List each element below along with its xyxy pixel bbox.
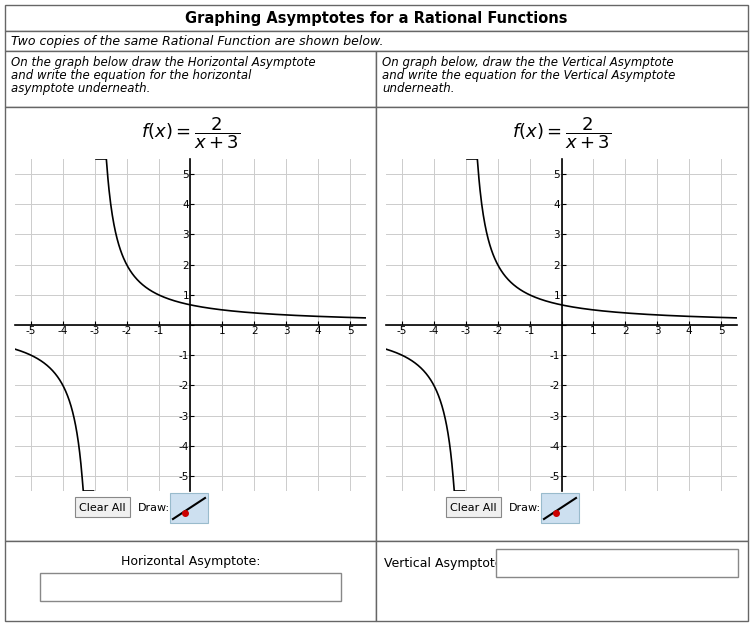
Text: Draw:: Draw: [138,503,170,513]
Text: Draw:: Draw: [509,503,541,513]
Text: On graph below, draw the the Vertical Asymptote: On graph below, draw the the Vertical As… [382,56,674,69]
Text: Vertical Asymptote:: Vertical Asymptote: [384,557,507,570]
Bar [5,541,376,621]
Text: and write the equation for the horizontal: and write the equation for the horizonta… [11,69,252,82]
Text: Clear All: Clear All [450,503,497,513]
Text: asymptote underneath.: asymptote underneath. [11,82,151,95]
Bar [496,549,738,577]
Bar [541,493,579,523]
Bar [376,107,748,541]
Bar [5,5,748,31]
Bar [170,493,208,523]
Text: Graphing Asymptotes for a Rational Functions: Graphing Asymptotes for a Rational Funct… [185,11,568,26]
Text: Two copies of the same Rational Function are shown below.: Two copies of the same Rational Function… [11,35,383,48]
Text: and write the equation for the Vertical Asymptote: and write the equation for the Vertical … [382,69,675,82]
Bar [376,541,748,621]
Text: Horizontal Asymptote:: Horizontal Asymptote: [120,555,261,568]
Bar [5,51,376,107]
Text: $f(x) = \dfrac{2}{x + 3}$: $f(x) = \dfrac{2}{x + 3}$ [512,115,611,151]
Text: $f(x) = \dfrac{2}{x + 3}$: $f(x) = \dfrac{2}{x + 3}$ [141,115,240,151]
Bar [5,31,748,51]
Text: Clear All: Clear All [79,503,126,513]
Text: On the graph below draw the Horizontal Asymptote: On the graph below draw the Horizontal A… [11,56,316,69]
Bar [5,107,376,541]
Bar [446,497,501,517]
Bar [40,573,341,601]
Bar [75,497,130,517]
Bar [376,51,748,107]
Text: underneath.: underneath. [382,82,455,95]
